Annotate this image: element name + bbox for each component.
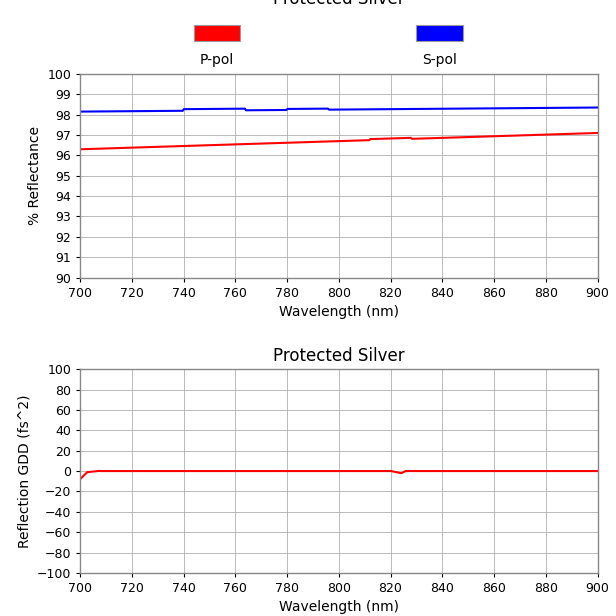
X-axis label: Wavelength (nm): Wavelength (nm) <box>279 601 399 615</box>
FancyBboxPatch shape <box>416 25 463 41</box>
Text: P-pol: P-pol <box>200 52 234 67</box>
Title: Protected Silver: Protected Silver <box>273 347 405 365</box>
Title: Protected Silver: Protected Silver <box>273 0 405 9</box>
Y-axis label: % Reflectance: % Reflectance <box>28 126 42 225</box>
Text: S-pol: S-pol <box>422 52 457 67</box>
FancyBboxPatch shape <box>194 25 240 41</box>
X-axis label: Wavelength (nm): Wavelength (nm) <box>279 305 399 319</box>
Y-axis label: Reflection GDD (fs^2): Reflection GDD (fs^2) <box>17 394 31 548</box>
